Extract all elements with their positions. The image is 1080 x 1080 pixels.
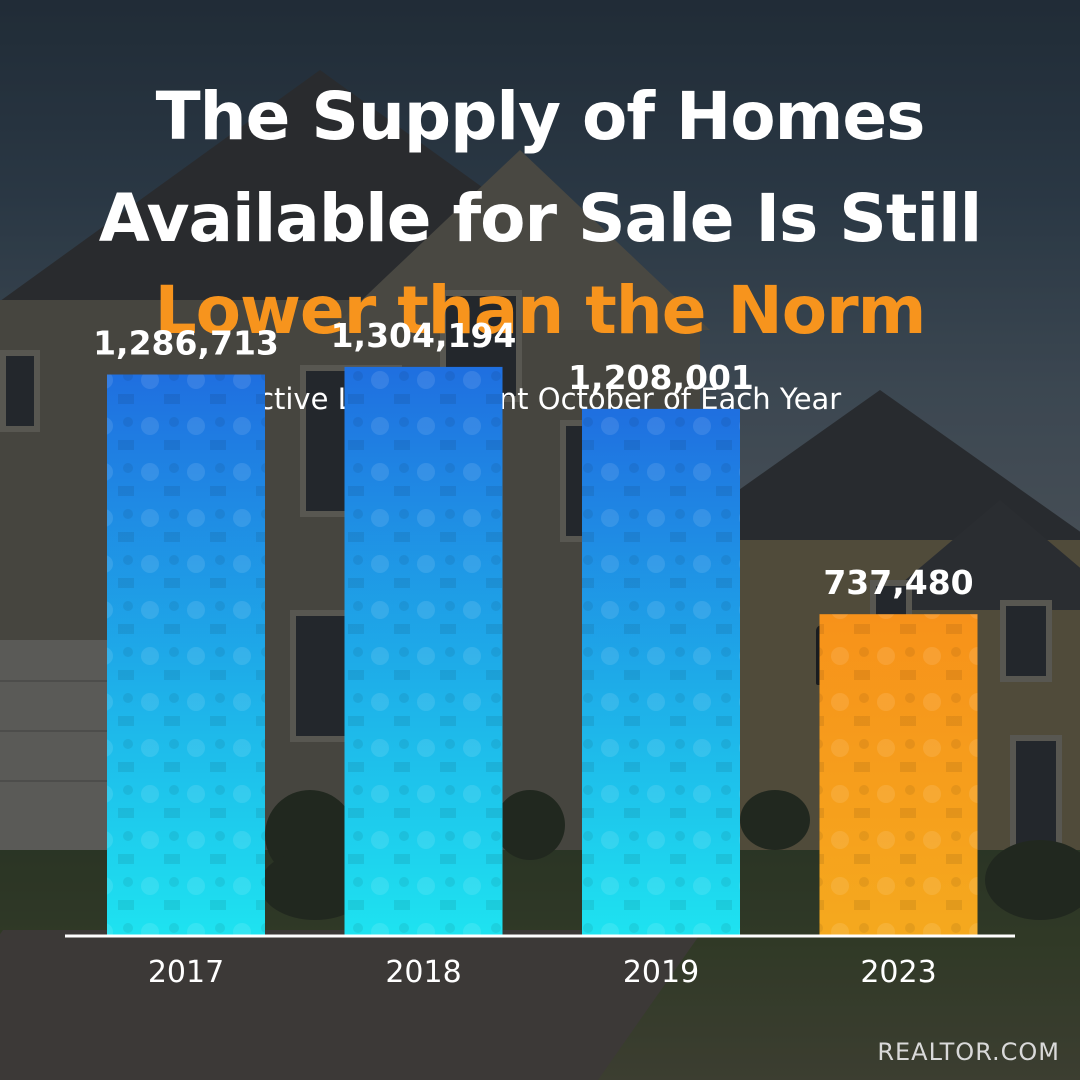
title-line-2: Available for Sale Is Still [98,180,982,257]
labels-layer: 1,286,713 2017 1,304,194 2018 1,208,001 2019 7… [93,316,974,990]
year-label-2018: 2018 [385,955,461,990]
bar-texture-2023 [819,614,978,936]
value-label-2023: 737,480 [823,563,973,602]
value-label-2018: 1,304,194 [331,316,517,355]
title-line-1: The Supply of Homes [155,78,926,155]
year-label-2019: 2019 [623,955,699,990]
source-credit: REALTOR.COM [877,1038,1060,1066]
bar-texture-2019 [582,408,740,936]
bar-texture-2018 [344,366,503,936]
year-label-2023: 2023 [860,955,936,990]
value-label-2017: 1,286,713 [93,324,279,363]
bars-layer [107,366,978,936]
chart-subtitle: Active Listing Count October of Each Yea… [238,382,842,416]
bar-texture-2017 [107,374,265,936]
year-label-2017: 2017 [148,955,224,990]
title-line-3-highlight: Lower than the Norm [154,272,927,349]
value-label-2019: 1,208,001 [568,358,754,397]
